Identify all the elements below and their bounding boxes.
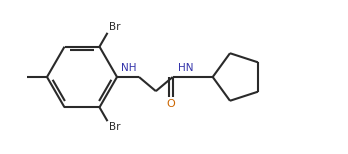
Text: NH: NH bbox=[121, 63, 137, 73]
Text: Br: Br bbox=[110, 122, 121, 132]
Text: HN: HN bbox=[178, 63, 193, 73]
Text: O: O bbox=[167, 99, 175, 109]
Text: Br: Br bbox=[110, 22, 121, 32]
